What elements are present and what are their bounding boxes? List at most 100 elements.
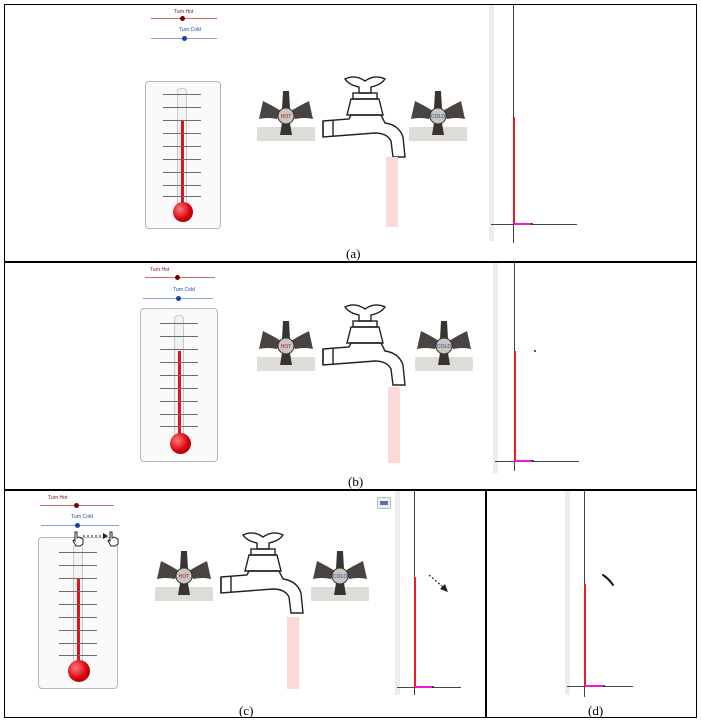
tick <box>59 591 97 592</box>
graph-trace <box>602 574 614 586</box>
tick <box>160 349 198 350</box>
tick <box>160 336 198 337</box>
tick <box>59 655 97 656</box>
turn-cold-label: Turn Cold <box>173 287 195 293</box>
graph-time-bar <box>515 460 533 462</box>
graph-gutter <box>493 263 498 473</box>
turn-cold-knob[interactable] <box>176 296 181 301</box>
tick <box>160 323 198 324</box>
graph-time-bar <box>514 223 532 225</box>
thermometer-mercury <box>77 578 80 670</box>
tick <box>59 630 97 631</box>
graph-x-axis <box>491 224 577 225</box>
cold-valve-icon[interactable]: COLD <box>409 89 467 141</box>
hot-valve-icon[interactable]: HOT <box>155 549 213 601</box>
thermometer-bulb <box>68 660 90 682</box>
turn-cold-label: Turn Cold <box>179 27 201 33</box>
tick <box>163 185 201 186</box>
hot-valve-icon[interactable]: HOT <box>257 89 315 141</box>
tick <box>163 120 201 121</box>
graph-gutter <box>565 491 570 695</box>
hand-cursor-icon <box>72 531 84 547</box>
thermometer-mercury <box>181 120 184 212</box>
caption-a: (a) <box>346 246 361 261</box>
hand-cursor-icon <box>107 531 119 547</box>
tick <box>59 617 97 618</box>
panel-a: Turn Hot Turn Cold HOT <box>4 4 697 262</box>
tick <box>163 196 201 197</box>
tick <box>163 94 201 95</box>
tick <box>163 146 201 147</box>
tick <box>160 388 198 389</box>
turn-hot-track[interactable] <box>145 277 215 278</box>
turn-hot-knob[interactable] <box>175 275 180 280</box>
turn-hot-label: Turn Hot <box>174 9 194 15</box>
thermometer <box>140 308 218 462</box>
turn-hot-knob[interactable] <box>74 503 79 508</box>
dotted-arrow-icon <box>83 533 108 539</box>
turn-hot-label: Turn Hot <box>150 267 170 273</box>
toolbar-icon[interactable] <box>377 497 391 509</box>
graph-gutter <box>395 491 400 695</box>
panel-d: (d) <box>486 490 697 718</box>
tick <box>160 426 198 427</box>
faucet-icon <box>322 304 406 386</box>
thermometer-bulb <box>173 202 193 222</box>
dotted-arrow-icon <box>428 574 448 592</box>
thermometer-mercury <box>178 351 181 441</box>
graph-time-bar <box>585 685 603 687</box>
faucet-icon <box>322 76 406 158</box>
tick <box>59 604 97 605</box>
cold-valve-text: COLD <box>333 574 347 580</box>
tick <box>160 362 198 363</box>
tick <box>59 643 97 644</box>
graph-marker <box>532 460 534 462</box>
graph-gutter <box>489 5 494 241</box>
tick <box>163 107 201 108</box>
water-stream <box>388 387 400 463</box>
cold-valve-text: COLD <box>431 114 445 120</box>
tick <box>163 159 201 160</box>
tick <box>163 172 201 173</box>
tick <box>160 414 198 415</box>
panel-b: Turn Hot Turn Cold HOT <box>4 262 697 490</box>
tick <box>59 565 97 566</box>
graph-temperature-bar <box>414 577 416 687</box>
faucet-icon <box>220 532 304 614</box>
caption-d: (d) <box>588 703 604 718</box>
graph-marker <box>531 223 533 225</box>
thermometer <box>38 537 118 689</box>
tick <box>163 133 201 134</box>
turn-cold-track[interactable] <box>41 525 119 526</box>
tick <box>160 401 198 402</box>
water-stream <box>287 617 299 689</box>
graph-temperature-bar <box>584 584 586 686</box>
turn-hot-knob[interactable] <box>180 16 185 21</box>
turn-cold-knob[interactable] <box>75 523 80 528</box>
tick <box>160 375 198 376</box>
tick <box>59 552 97 553</box>
turn-cold-knob[interactable] <box>182 36 187 41</box>
cold-valve-icon[interactable]: COLD <box>311 549 369 601</box>
hot-valve-text: HOT <box>281 344 292 350</box>
hot-valve-icon[interactable]: HOT <box>257 319 315 371</box>
caption-c: (c) <box>239 703 254 718</box>
graph-temperature-bar <box>514 351 516 461</box>
turn-hot-label: Turn Hot <box>48 495 68 501</box>
graph-x-axis <box>495 461 579 462</box>
thermometer <box>145 81 221 229</box>
turn-cold-label: Turn Cold <box>71 514 93 520</box>
tick <box>59 578 97 579</box>
graph-marker <box>432 686 434 688</box>
graph-time-bar <box>415 686 433 688</box>
graph-marker <box>603 685 605 687</box>
graph-temperature-bar <box>513 117 515 224</box>
caption-b: (b) <box>348 474 364 489</box>
cold-valve-text: COLD <box>437 344 451 350</box>
graph-point <box>534 350 536 352</box>
hot-valve-text: HOT <box>281 114 292 120</box>
panel-c: Turn Hot Turn Cold HOT <box>4 490 486 718</box>
cold-valve-icon[interactable]: COLD <box>415 319 473 371</box>
hot-valve-text: HOT <box>179 574 190 580</box>
water-stream <box>386 157 398 227</box>
